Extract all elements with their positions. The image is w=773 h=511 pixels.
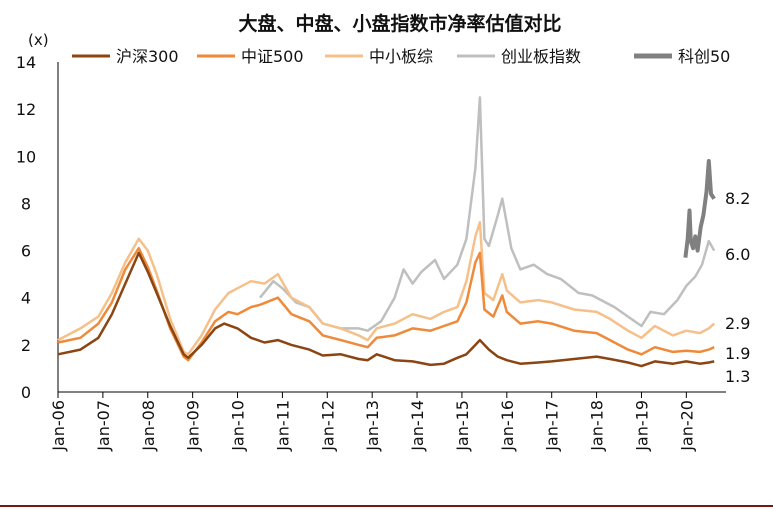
series-line-1 [57,246,715,362]
legend-label-4: 科创50 [678,47,730,66]
end-label-3: 6.0 [725,245,750,264]
plot-area [57,96,716,368]
legend-label-3: 创业板指数 [501,47,581,66]
x-tick-label: Jan-13 [363,400,382,452]
chart-title: 大盘、中盘、小盘指数市净率估值对比 [238,12,561,35]
y-axis: 0 2 4 6 8 10 12 14 [16,53,59,402]
x-tick-label: Jan-09 [184,400,203,452]
series-line-2 [57,221,716,356]
y-tick-label: 14 [16,53,36,72]
legend-label-2: 中小板综 [369,47,433,66]
legend-label-1: 中证500 [241,47,304,66]
x-tick-label: Jan-07 [94,400,113,452]
y-tick-label: 0 [21,383,31,402]
legend: 沪深300 中证500 中小板综 创业板指数 科创50 [72,47,730,66]
end-label-2: 2.9 [725,314,750,333]
series-line-4 [683,159,716,258]
end-labels: 1.3 1.9 2.9 6.0 8.2 [725,189,750,386]
x-tick-label: Jan-10 [229,400,248,452]
series-line-3 [259,96,716,332]
x-tick-label: Jan-08 [139,400,158,452]
y-tick-label: 12 [16,100,36,119]
bottom-rule [0,505,773,507]
x-tick-label: Jan-14 [408,400,427,452]
end-label-1: 1.9 [725,344,750,363]
y-tick-label: 8 [21,194,31,213]
x-tick-label: Jan-20 [677,400,696,452]
x-tick-label: Jan-17 [543,400,562,452]
y-tick-label: 2 [21,336,31,355]
x-axis: Jan-06 Jan-07 Jan-08 Jan-09 Jan-10 Jan-11 Jan-… [49,391,726,452]
x-tick-label: Jan-11 [273,400,292,452]
end-label-4: 8.2 [725,189,750,208]
x-tick-label: Jan-19 [632,400,651,452]
y-tick-label: 4 [21,289,31,308]
y-tick-label: 10 [16,147,36,166]
y-tick-label: 6 [21,242,31,261]
x-tick-label: Jan-16 [498,400,517,452]
y-axis-unit: (x) [28,31,49,49]
x-tick-label: Jan-18 [588,400,607,452]
x-tick-label: Jan-06 [49,400,68,452]
series-line-0 [57,251,715,368]
x-tick-label: Jan-12 [318,400,337,452]
x-tick-label: Jan-15 [453,400,472,452]
end-label-0: 1.3 [725,367,750,386]
legend-label-0: 沪深300 [116,47,179,66]
